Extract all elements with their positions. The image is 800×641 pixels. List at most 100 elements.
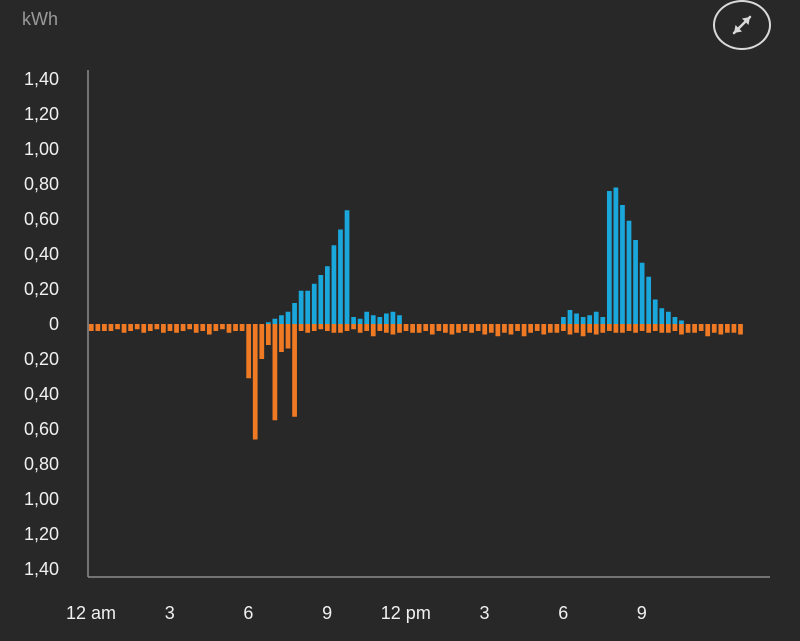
consumption-bar [370,315,376,324]
production-bar [410,324,415,333]
consumption-bar [580,317,586,324]
production-bar [403,324,409,331]
production-bar [213,324,219,331]
y-tick-label: 0,20 [24,349,59,369]
consumption-bar [285,311,291,324]
y-tick-label: 0,40 [24,384,59,404]
expand-arrows-icon [729,12,755,38]
consumption-bar [633,240,638,324]
consumption-bar [305,290,311,324]
production-bar [180,324,186,331]
production-bar [547,324,553,333]
production-bar [226,324,232,333]
production-bar [252,324,258,440]
consumption-bar [587,315,593,324]
y-tick-label: 1,40 [24,69,59,89]
production-bar [639,324,645,331]
production-bar [311,324,317,331]
production-bar [397,324,402,333]
production-bar [672,324,678,331]
consumption-bar [567,310,573,324]
x-tick-label: 6 [558,603,568,623]
production-bar [265,324,271,345]
production-bar [423,324,429,331]
x-tick-label: 12 am [66,603,116,623]
production-bar [593,324,599,335]
production-bar [95,324,101,331]
consumption-bar [620,205,625,324]
production-bar [462,324,468,331]
unit-label: kWh [22,9,58,29]
consumption-bar [646,276,652,324]
production-bar [272,324,278,421]
production-bar [246,324,252,379]
production-bar [331,324,337,333]
production-bar [738,324,743,335]
y-tick-label: 1,00 [24,489,59,509]
production-bar [495,324,501,337]
production-bar [659,324,665,333]
production-bar [711,324,717,333]
production-bar [482,324,488,335]
consumption-bar [377,317,383,324]
consumption-bar [279,315,284,324]
consumption-bar [298,290,304,324]
production-bar [102,324,107,331]
production-bar [357,324,363,333]
consumption-bar [639,262,645,324]
production-bar [147,324,153,331]
production-bar [108,324,114,331]
production-bar [620,324,625,333]
production-bar [121,324,127,333]
y-tick-label: 1,20 [24,104,59,124]
production-bar [705,324,711,337]
consumption-bar [679,320,684,324]
production-bar [200,324,206,331]
production-bar [344,324,350,331]
consumption-bar [659,308,665,324]
x-tick-label: 6 [243,603,253,623]
expand-button[interactable] [713,0,771,50]
production-bar [174,324,179,333]
production-bar [443,324,448,333]
production-bar [488,324,494,333]
production-bar [128,324,133,331]
production-bar [469,324,474,333]
consumption-bar [364,311,370,324]
x-tick-label: 3 [165,603,175,623]
production-bar [141,324,147,333]
consumption-bar [561,317,566,324]
production-bar [298,324,304,331]
production-bar [718,324,724,335]
y-tick-label: 0,60 [24,419,59,439]
production-bar [528,324,533,333]
production-bar [233,324,238,331]
production-bar [364,324,370,331]
production-bar [561,324,566,331]
production-bar [633,324,638,333]
consumption-bar [600,317,606,324]
x-tick-label: 12 pm [381,603,431,623]
production-bar [429,324,435,335]
x-tick-label: 9 [322,603,332,623]
consumption-bar [672,317,678,324]
production-bar [384,324,389,333]
production-bar [239,324,245,331]
production-bar [725,324,730,333]
y-tick-label: 1,20 [24,524,59,544]
production-bar [193,324,199,333]
y-tick-label: 0,80 [24,174,59,194]
consumption-bar [613,187,619,324]
production-bar [449,324,455,335]
production-bar [305,324,311,333]
y-tick-label: 0,20 [24,279,59,299]
x-tick-label: 9 [637,603,647,623]
consumption-bar [626,220,632,324]
consumption-bar [606,191,612,324]
production-bar [626,324,632,331]
production-bar [685,324,691,333]
production-bar [679,324,684,335]
production-bar [318,324,324,330]
production-bar [161,324,166,333]
